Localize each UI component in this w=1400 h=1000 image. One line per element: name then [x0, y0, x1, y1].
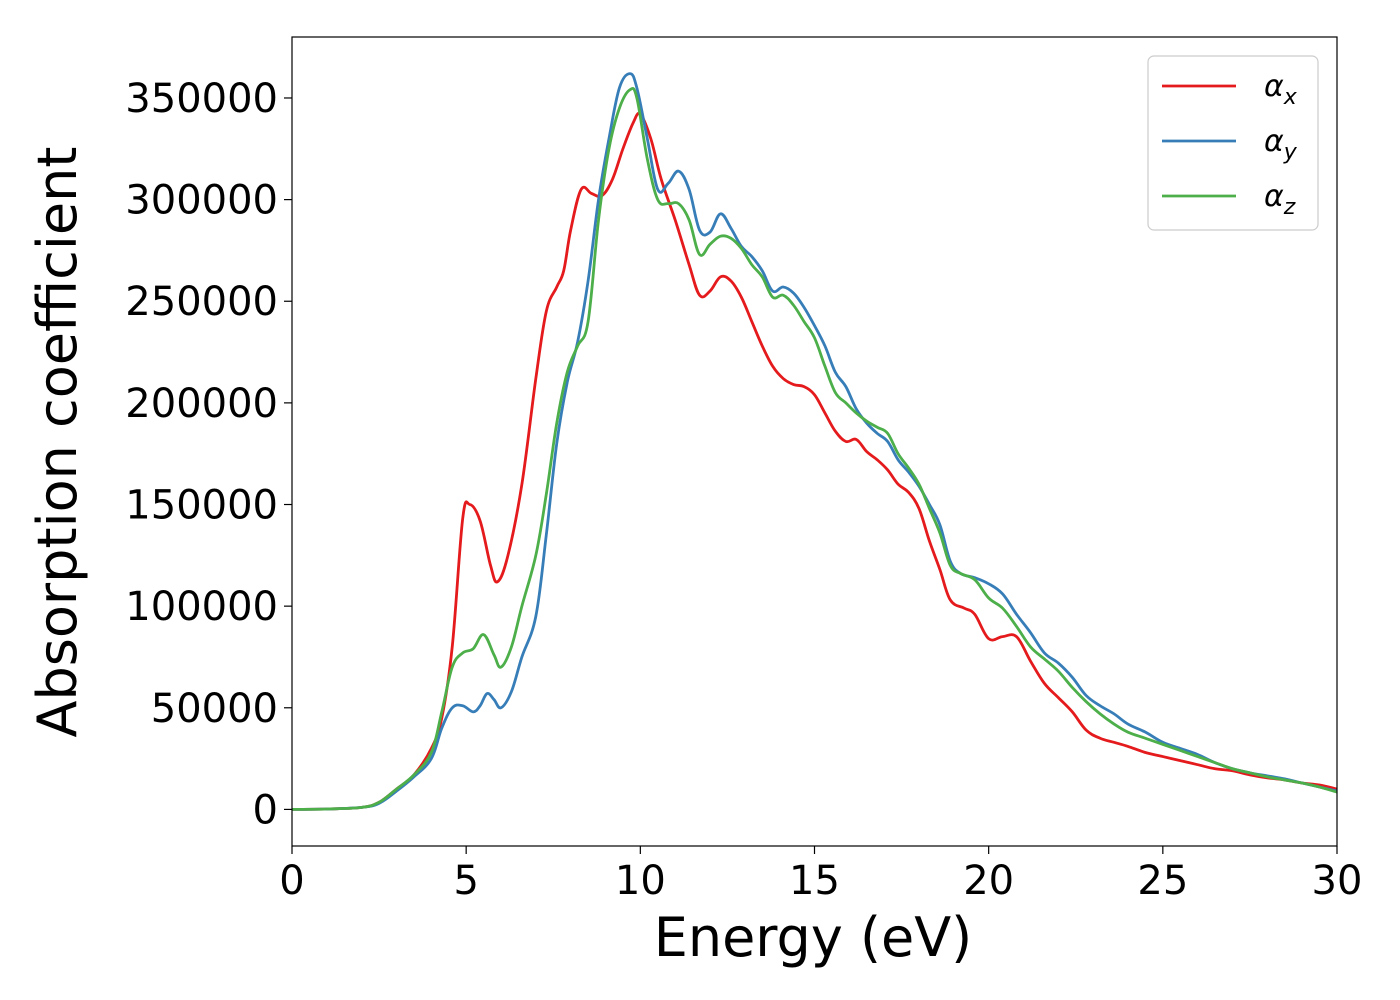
- y-axis-title: Absorption coefficient: [26, 147, 89, 738]
- legend-label-base: α: [1264, 179, 1284, 214]
- legend-label-base: α: [1264, 124, 1284, 159]
- legend-label-x: αx: [1264, 69, 1298, 110]
- axes-layer: 0 5 10 15 20 25 30 0 50000 100000 150000 200000 2500…: [125, 36, 1363, 904]
- legend-box: [1147, 55, 1319, 231]
- series-layer: [292, 72, 1337, 811]
- y-tick-label: 300000: [125, 178, 278, 224]
- y-tick-label: 0: [253, 787, 278, 833]
- x-axis-title: Energy (eV): [654, 906, 973, 969]
- y-tick-label: 100000: [125, 584, 278, 630]
- legend-label-y: αy: [1264, 124, 1298, 165]
- legend-label-subscript: y: [1283, 140, 1298, 165]
- y-tick-label: 250000: [125, 279, 278, 325]
- x-tick-label: 15: [789, 858, 840, 904]
- x-tick-label: 25: [1137, 858, 1188, 904]
- series-line-x: [292, 111, 1337, 811]
- legend-label-base: α: [1264, 69, 1284, 104]
- x-tick-label: 30: [1312, 858, 1363, 904]
- series-line-y: [292, 72, 1337, 811]
- y-tick-label: 150000: [125, 483, 278, 529]
- legend-label-z: αz: [1264, 179, 1296, 220]
- legend-label-subscript: z: [1283, 195, 1296, 220]
- y-tick-label: 50000: [151, 686, 278, 732]
- x-tick-label: 0: [279, 858, 304, 904]
- legend-label-subscript: x: [1283, 85, 1298, 110]
- x-tick-label: 20: [963, 858, 1014, 904]
- y-tick-label: 350000: [125, 76, 278, 122]
- x-tick-label: 5: [453, 858, 478, 904]
- series-line-z: [292, 87, 1337, 811]
- y-tick-label: 200000: [125, 381, 278, 427]
- x-tick-label: 10: [615, 858, 666, 904]
